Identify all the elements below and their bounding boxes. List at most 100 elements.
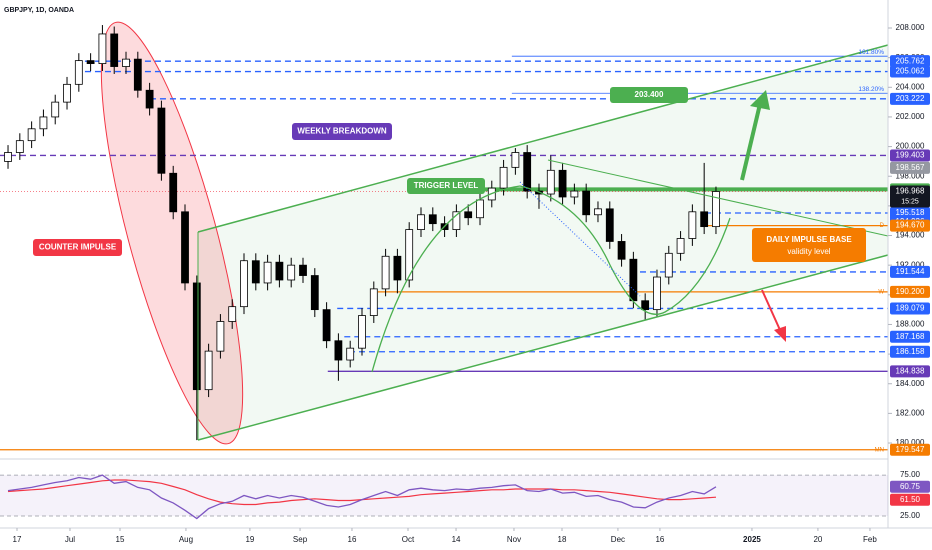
candle-body — [251, 260, 260, 284]
price-label: 205.062 — [896, 67, 925, 76]
candle-body — [605, 208, 614, 242]
candle-body — [15, 140, 24, 153]
price-label: 186.158 — [896, 347, 925, 356]
candle-body — [558, 169, 567, 198]
candle-body — [39, 116, 48, 130]
x-tick-label: 17 — [13, 535, 22, 544]
level-tag: D — [880, 223, 885, 229]
candle-body — [63, 83, 71, 103]
y-tick-label: 202.000 — [896, 112, 925, 121]
y-tick-label: 198.000 — [896, 171, 925, 180]
rsi-value-label: 60.75 — [900, 482, 921, 491]
price-label: 194.670 — [896, 221, 925, 230]
candle-body — [428, 214, 437, 225]
candle-body — [417, 214, 425, 230]
x-tick-label: Feb — [863, 535, 877, 544]
candle-body — [676, 238, 685, 254]
fib-label: 138.20% — [858, 86, 884, 93]
candle-body — [110, 33, 119, 67]
y-tick-label: 180.000 — [896, 438, 925, 447]
candle-body — [86, 60, 95, 64]
x-tick-label: 18 — [558, 535, 567, 544]
x-tick-label: 16 — [348, 535, 357, 544]
price-label-box — [890, 345, 930, 358]
x-tick-label: 2025 — [743, 535, 761, 544]
price-label: 195.518 — [896, 208, 925, 217]
candle-body — [310, 275, 319, 311]
y-tick-label: 194.000 — [896, 231, 925, 240]
candle-body — [712, 191, 720, 228]
annotation-box — [407, 178, 485, 194]
candle-body — [629, 258, 638, 302]
candle-body — [287, 264, 296, 281]
annotation: WEEKLY BREAKDOWN — [297, 127, 387, 136]
x-tick-label: Nov — [507, 535, 521, 544]
candle-body — [369, 288, 378, 316]
candle-body — [346, 347, 355, 361]
arrow-down — [761, 289, 781, 331]
price-label-box — [890, 443, 930, 456]
candle-body — [499, 166, 508, 189]
candle-body — [452, 211, 461, 230]
rsi-ma-label: 61.50 — [900, 495, 921, 504]
candle-body — [133, 58, 142, 91]
candle-body — [511, 152, 520, 168]
y-tick-label: 182.000 — [896, 408, 925, 417]
y-tick-label: 188.000 — [896, 320, 925, 329]
fib-label: 161.80% — [858, 49, 884, 56]
price-label-box — [890, 330, 930, 343]
candle-body — [664, 252, 673, 278]
price-label: 184.838 — [896, 366, 925, 375]
price-label-box — [890, 65, 930, 78]
candle-body — [228, 306, 237, 322]
current-price-label: 196.968 — [896, 187, 925, 196]
candle-body — [169, 172, 178, 213]
level-tag: W — [878, 289, 884, 295]
curve-left — [371, 185, 521, 373]
candle-body — [181, 211, 189, 284]
candle-body — [358, 315, 366, 349]
annotation-box — [292, 123, 392, 140]
candle-body — [700, 211, 709, 228]
x-tick-label: Sep — [293, 535, 308, 544]
x-tick-label: 15 — [116, 535, 125, 544]
current-price-box — [890, 185, 930, 208]
candle-body — [157, 107, 166, 174]
candle-body — [334, 340, 343, 361]
x-tick-label: Oct — [402, 535, 415, 544]
curve-right — [519, 185, 731, 315]
candle-body — [582, 190, 591, 216]
price-label-box — [890, 302, 930, 315]
price-label-box — [890, 285, 930, 298]
candle-body — [688, 211, 697, 239]
candle-body — [27, 128, 36, 142]
price-label: 199.403 — [896, 151, 925, 160]
price-label-box — [890, 92, 930, 105]
arrow-up — [740, 103, 762, 181]
candle-body — [299, 264, 307, 276]
candle-body — [381, 255, 390, 290]
candle-body — [653, 276, 661, 311]
annotation: 203.400 — [635, 90, 664, 99]
price-label: 190.200 — [896, 287, 925, 296]
x-tick-label: Aug — [179, 535, 193, 544]
candle-body — [594, 208, 602, 216]
candle-body — [641, 300, 650, 311]
y-tick-label: 200.000 — [896, 142, 925, 151]
candle-body — [476, 199, 484, 219]
price-label-box — [890, 265, 930, 278]
countdown: 15:25 — [901, 198, 919, 205]
annotation-box — [752, 228, 866, 262]
level-tag: MN — [875, 447, 884, 453]
candle-body — [617, 241, 626, 260]
candle-body — [275, 261, 284, 281]
candle-body — [523, 152, 532, 192]
channel-lower — [197, 254, 889, 441]
candle-body — [51, 101, 60, 118]
price-label-box — [890, 55, 930, 68]
annotation-box — [33, 239, 122, 256]
x-tick-label: 19 — [245, 535, 254, 544]
candle-body — [216, 321, 225, 352]
price-label: 203.222 — [896, 94, 925, 103]
